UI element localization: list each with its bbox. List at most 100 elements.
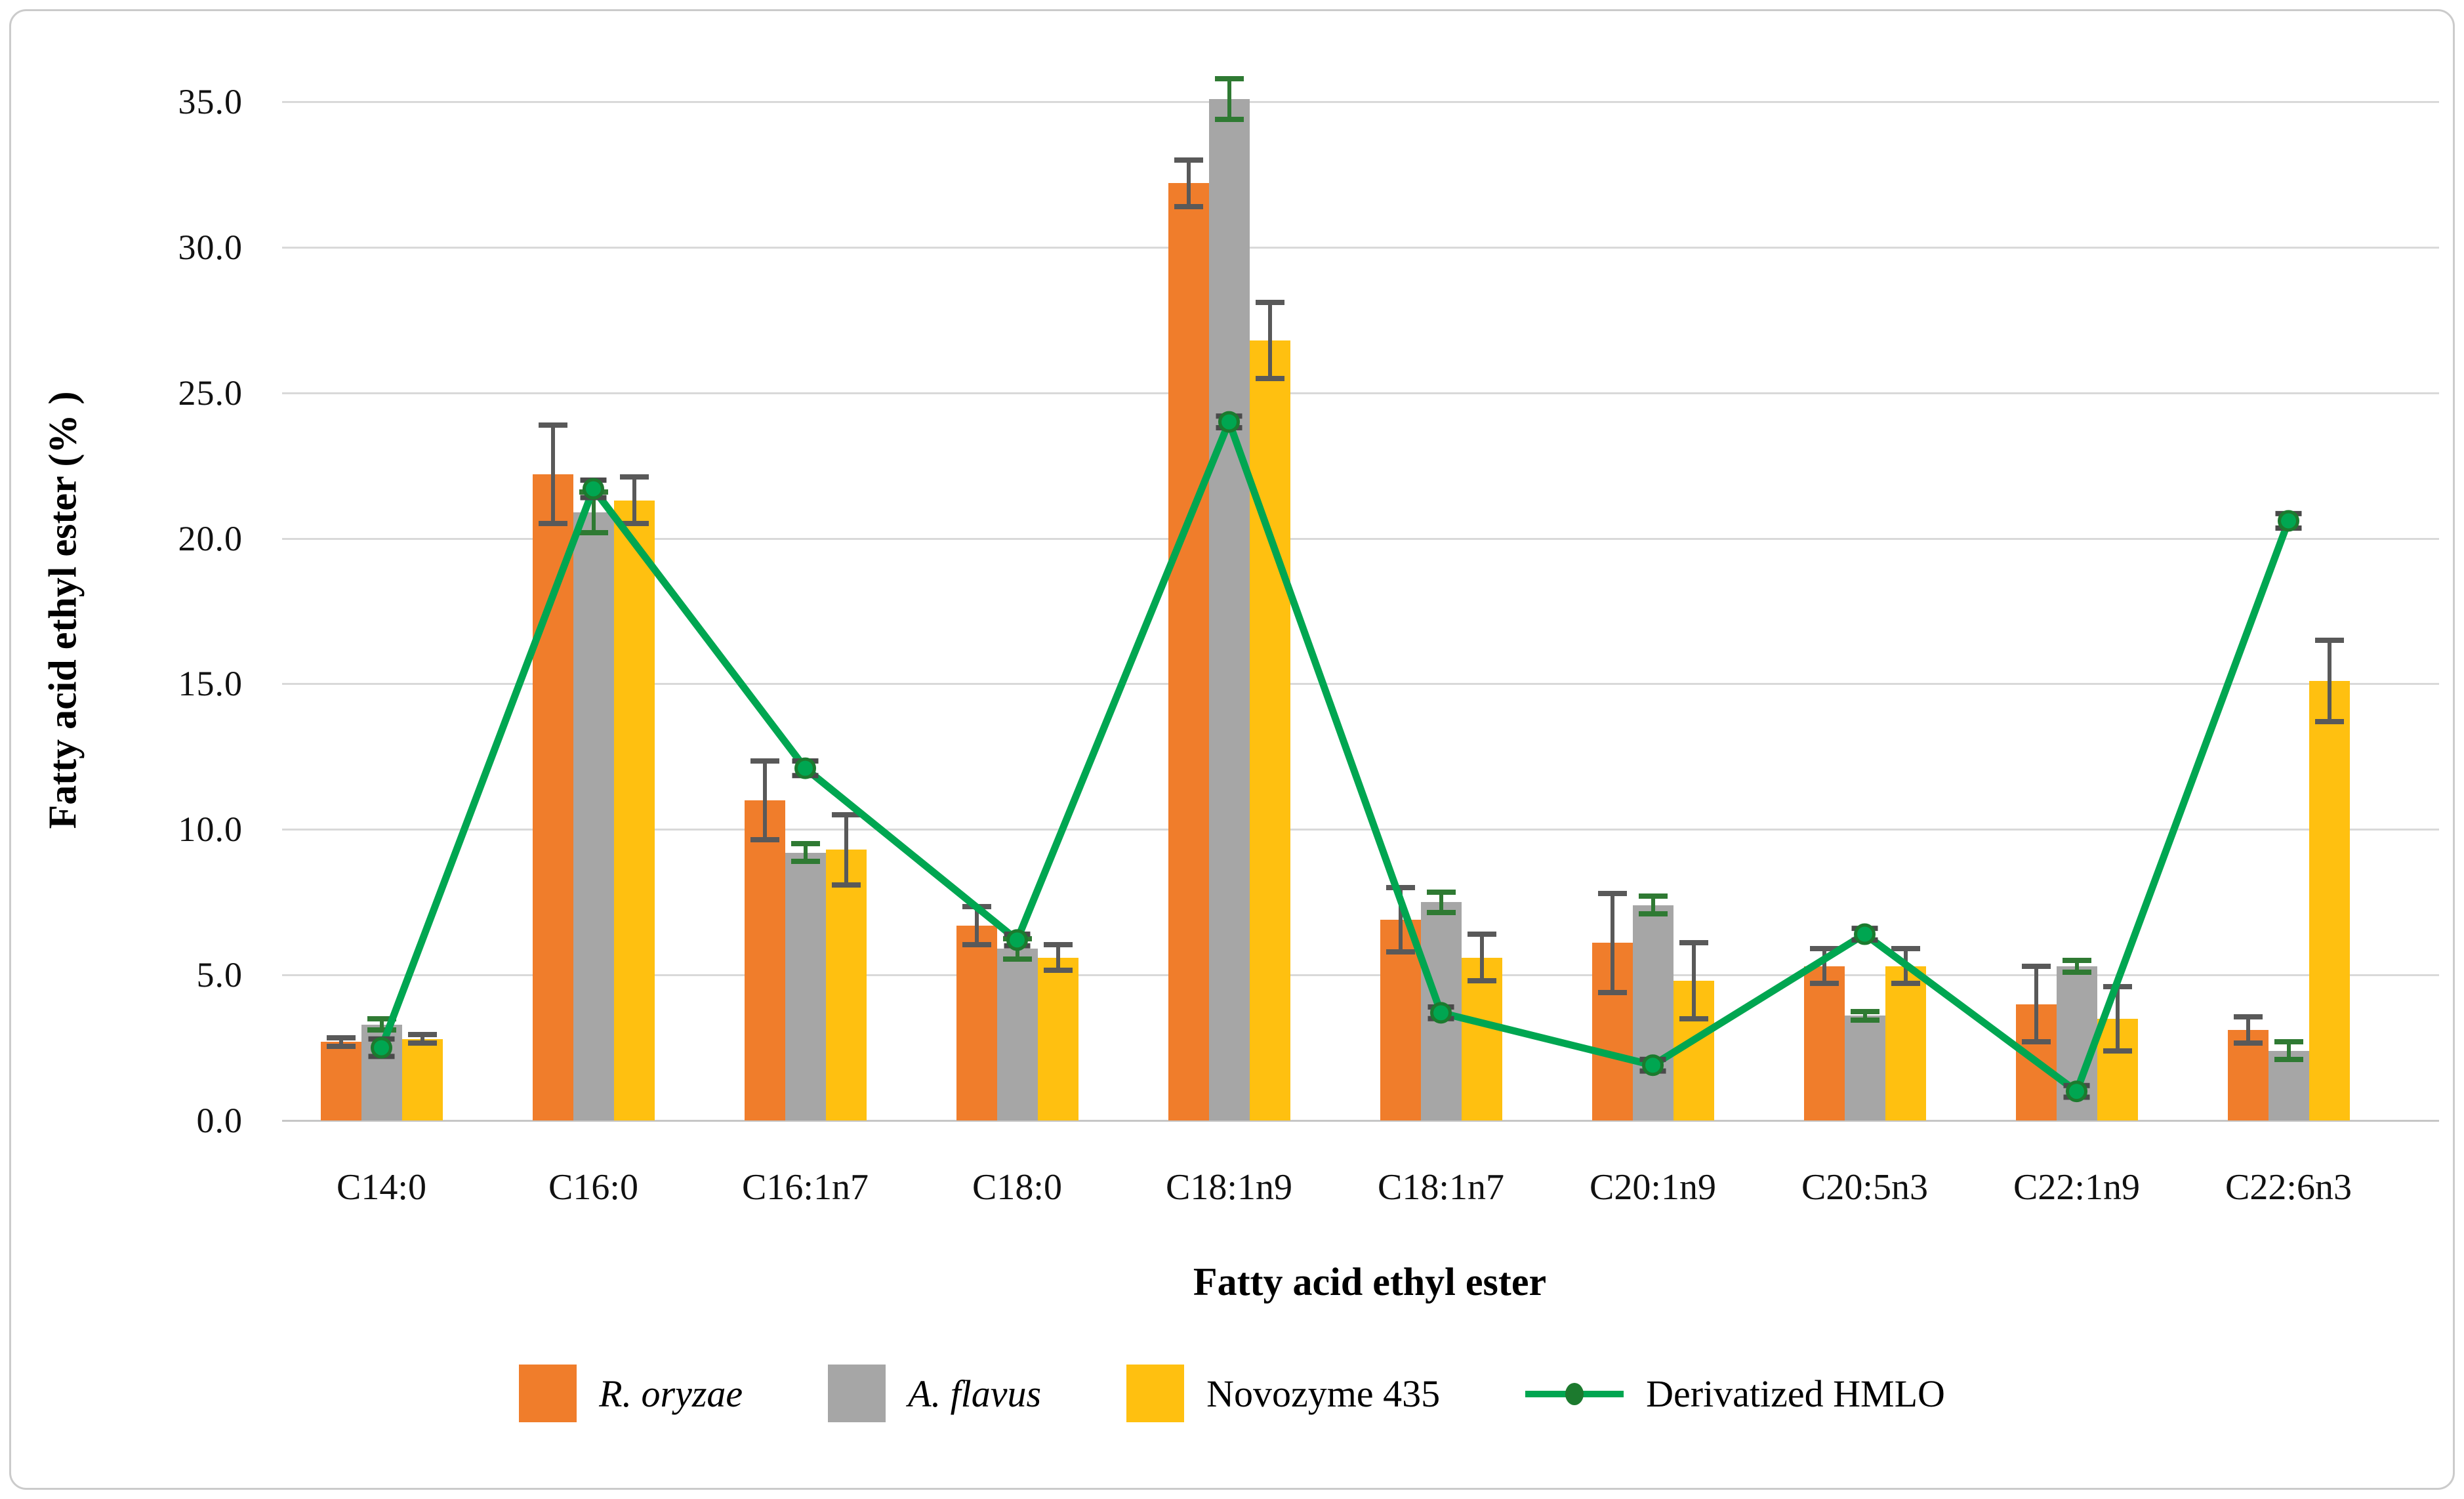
error-bar: [2034, 966, 2038, 1042]
error-bar: [762, 761, 767, 840]
error-bar-cap: [1386, 885, 1415, 891]
legend-swatch: [828, 1365, 886, 1422]
error-bar: [1610, 893, 1614, 993]
bar-a-flavus: [1420, 902, 1462, 1120]
legend-label: R. oryzae: [599, 1372, 743, 1415]
error-bar-cap: [1809, 981, 1839, 987]
y-tick-label: 15.0: [178, 664, 243, 704]
y-tick-label: 5.0: [196, 955, 243, 995]
bar-a-flavus: [1208, 98, 1250, 1120]
bar-a-flavus: [2056, 966, 2097, 1120]
error-bar-cap: [831, 812, 861, 818]
gridline: [282, 1120, 2439, 1122]
error-bar-cap: [962, 903, 991, 909]
error-bar-cap: [367, 1027, 396, 1033]
error-bar: [339, 1037, 343, 1046]
error-bar-cap: [1174, 157, 1203, 163]
error-bar-cap: [1255, 375, 1284, 381]
legend-item-r-oryzae: R. oryzae: [519, 1365, 743, 1422]
bar-r-oryzae: [956, 925, 997, 1120]
error-bar: [1227, 78, 1231, 119]
figure-border: [9, 9, 2455, 1490]
error-bar-cap: [1214, 116, 1244, 122]
error-bar-cap: [1426, 909, 1456, 915]
y-tick-label: 20.0: [178, 518, 243, 558]
x-tick-label: C22:6n3: [2225, 1167, 2352, 1208]
y-tick-label: 35.0: [178, 82, 243, 121]
x-tick-label: C18:1n9: [1166, 1167, 1292, 1208]
x-tick-label: C20:5n3: [1801, 1167, 1928, 1208]
error-bar: [591, 491, 596, 533]
error-bar-cap: [2103, 983, 2132, 989]
error-bar-cap: [579, 529, 608, 535]
error-bar-cap: [2062, 957, 2091, 963]
bar-r-oryzae: [744, 800, 785, 1120]
error-bar-cap: [1679, 1016, 1708, 1021]
error-bar: [2115, 986, 2120, 1051]
error-bar-cap: [619, 521, 649, 527]
x-tick-label: C16:0: [548, 1167, 638, 1208]
legend-label: A. flavus: [908, 1372, 1042, 1415]
bar-novozyme-435: [613, 500, 655, 1120]
error-bar-cap: [2233, 1014, 2263, 1020]
error-bar-cap: [2274, 1056, 2303, 1062]
error-bar: [1398, 888, 1403, 952]
gridline: [282, 392, 2439, 394]
error-bar-cap: [1597, 890, 1627, 896]
error-bar-cap: [962, 941, 991, 947]
error-bar-cap: [2314, 719, 2344, 725]
bar-r-oryzae: [1168, 183, 1209, 1120]
error-bar-cap: [1467, 978, 1496, 984]
error-bar-cap: [1809, 946, 1839, 952]
bar-a-flavus: [573, 512, 614, 1120]
x-tick-label: C18:0: [972, 1167, 1062, 1208]
error-bar: [1479, 934, 1484, 981]
x-tick-label: C18:1n7: [1378, 1167, 1504, 1208]
bar-novozyme-435: [1249, 340, 1290, 1120]
error-bar-cap: [326, 1043, 356, 1049]
error-bar-cap: [1850, 1017, 1879, 1023]
error-bar-cap: [367, 1016, 396, 1021]
error-bar-cap: [1174, 203, 1203, 209]
error-bar-cap: [1638, 911, 1668, 916]
error-bar: [1822, 949, 1826, 984]
error-bar-cap: [831, 882, 861, 888]
y-tick-label: 30.0: [178, 227, 243, 267]
legend-swatch: [519, 1365, 577, 1422]
bar-a-flavus: [361, 1024, 402, 1120]
error-bar: [844, 815, 848, 885]
x-axis-title: Fatty acid ethyl ester: [1193, 1260, 1547, 1304]
error-bar-cap: [1891, 946, 1920, 952]
error-bar-cap: [2274, 1039, 2303, 1045]
error-bar-cap: [791, 841, 820, 847]
error-bar: [974, 906, 979, 945]
error-bar: [1186, 159, 1191, 207]
legend-line-swatch: [1525, 1365, 1624, 1422]
x-tick-label: C16:1n7: [742, 1167, 869, 1208]
bar-a-flavus: [785, 852, 826, 1120]
x-tick-label: C22:1n9: [2013, 1167, 2140, 1208]
error-bar-cap: [538, 521, 567, 527]
error-bar-cap: [326, 1035, 356, 1040]
y-tick-label: 0.0: [196, 1101, 243, 1140]
error-bar: [2246, 1017, 2250, 1044]
gridline: [282, 101, 2439, 103]
error-bar-cap: [750, 758, 779, 764]
error-bar: [632, 477, 636, 524]
bar-r-oryzae: [532, 474, 573, 1120]
bar-r-oryzae: [320, 1042, 361, 1120]
error-bar-cap: [407, 1032, 437, 1038]
bar-a-flavus: [1632, 905, 1673, 1120]
error-bar-cap: [791, 859, 820, 865]
bar-a-flavus: [1844, 1016, 1885, 1120]
gridline: [282, 246, 2439, 249]
legend-item-derivatized-hmlo: Derivatized HMLO: [1525, 1365, 1945, 1422]
error-bar-cap: [2103, 1048, 2132, 1054]
bar-novozyme-435: [1037, 957, 1078, 1120]
error-bar-cap: [1002, 935, 1032, 941]
error-bar-cap: [1597, 989, 1627, 995]
error-bar-cap: [2314, 637, 2344, 643]
error-bar-cap: [750, 836, 779, 842]
bar-novozyme-435: [2309, 680, 2350, 1120]
